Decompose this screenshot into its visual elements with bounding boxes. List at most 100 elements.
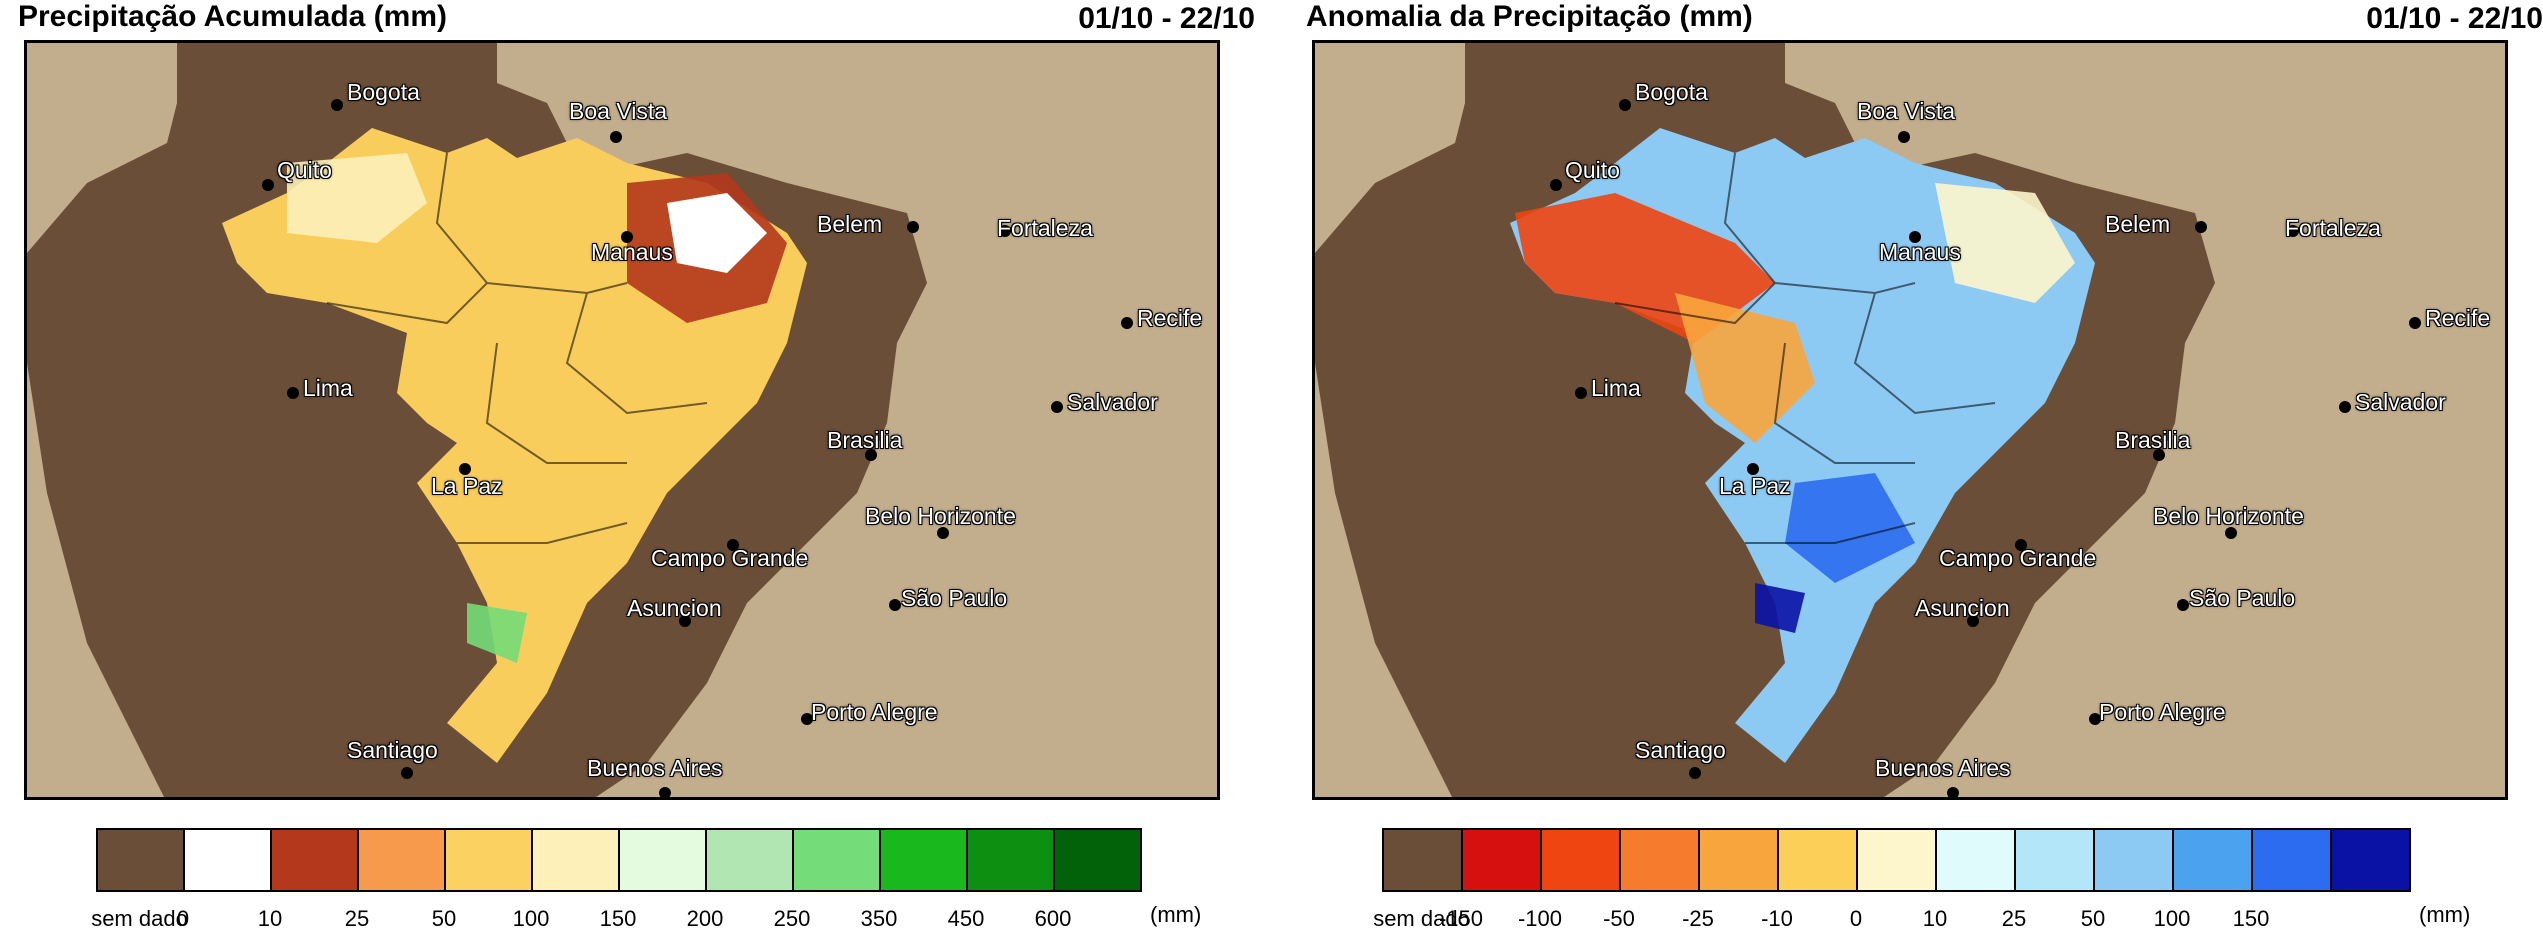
precipitation-map: Bogota Boa Vista Quito Manaus Belem Fort…	[24, 40, 1220, 800]
city-dot-bogota	[331, 99, 343, 111]
legend-tick-label: 10	[257, 906, 283, 931]
city-dot-sao-paulo	[889, 599, 901, 611]
legend-swatch	[792, 828, 881, 892]
city-dot-santiago	[401, 767, 413, 779]
state-borders	[1614, 152, 1996, 544]
city-dot-asuncion	[679, 615, 691, 627]
city-label-brasilia: Brasilia	[2115, 427, 2191, 453]
city-label-campo-grande: Campo Grande	[1939, 545, 2097, 571]
brazil-light-zone	[287, 153, 427, 243]
legend-tick-label: sem dado	[1373, 906, 1470, 931]
legend-swatch	[1619, 828, 1700, 892]
legend-tick-label: 25	[2001, 906, 2027, 931]
city-label-salvador: Salvador	[1067, 389, 1158, 415]
city-label-lima: Lima	[1591, 375, 1641, 401]
city-label-porto-alegre: Porto Alegre	[811, 699, 938, 725]
legend-swatch	[1935, 828, 2016, 892]
city-dot-manaus	[621, 231, 633, 243]
legend-swatch	[2330, 828, 2411, 892]
legend-swatch	[96, 828, 185, 892]
southeast-blue-zone	[1785, 473, 1915, 583]
city-label-manaus: Manaus	[1879, 239, 1961, 265]
legend-tick-label: 450	[947, 906, 985, 931]
city-label-santiago: Santiago	[347, 737, 438, 763]
legend-swatch	[357, 828, 446, 892]
legend-swatch	[2093, 828, 2174, 892]
city-dot-belem	[907, 221, 919, 233]
city-dot-salvador	[1051, 401, 1063, 413]
legend-tick-label: 50	[431, 906, 457, 931]
legend-tick-label: 0	[1849, 906, 1863, 931]
city-dot-recife	[1121, 317, 1133, 329]
city-label-la-paz: La Paz	[1719, 473, 1791, 499]
legend-swatch	[1540, 828, 1621, 892]
legend-tick-label: -25	[1682, 906, 1714, 931]
legend-tick-label: 600	[1034, 906, 1072, 931]
legend-tick-label: 100	[2153, 906, 2191, 931]
city-label-bogota: Bogota	[347, 79, 420, 105]
city-dot-lima	[287, 387, 299, 399]
brazil-green-zone	[467, 603, 527, 663]
city-label-buenos-aires: Buenos Aires	[587, 755, 723, 781]
legend-tick-label: 10	[1922, 906, 1948, 931]
city-dot-porto-alegre	[801, 713, 813, 725]
legend-unit: (mm)	[2419, 902, 2471, 927]
city-label-manaus: Manaus	[591, 239, 673, 265]
city-label-campo-grande: Campo Grande	[651, 545, 809, 571]
city-dot-fortaleza	[999, 225, 1011, 237]
city-label-sao-paulo: São Paulo	[2189, 585, 2296, 611]
legend-tick-label: 350	[860, 906, 898, 931]
city-dot-campo-grande	[727, 539, 739, 551]
city-label-quito: Quito	[1565, 157, 1620, 183]
city-dot-belo-horizonte	[2225, 527, 2237, 539]
city-dot-recife	[2409, 317, 2421, 329]
city-dot-brasilia	[2153, 449, 2165, 461]
city-dot-salvador	[2339, 401, 2351, 413]
city-label-bogota: Bogota	[1635, 79, 1708, 105]
city-dot-quito	[262, 179, 274, 191]
legend-swatch	[1856, 828, 1937, 892]
city-label-santiago: Santiago	[1635, 737, 1726, 763]
city-dot-campo-grande	[2015, 539, 2027, 551]
city-dot-bogota	[1619, 99, 1631, 111]
city-dot-buenos-aires	[1947, 787, 1959, 797]
city-label-fortaleza: Fortaleza	[2285, 215, 2381, 241]
legend-swatch	[1053, 828, 1142, 892]
city-dot-quito	[1550, 179, 1562, 191]
city-dot-sao-paulo	[2177, 599, 2189, 611]
legend-swatch	[531, 828, 620, 892]
city-label-belem: Belem	[2105, 211, 2171, 237]
legend-swatch	[618, 828, 707, 892]
city-label-belem: Belem	[817, 211, 883, 237]
city-label-asuncion: Asuncion	[627, 595, 722, 621]
city-dot-la-paz	[1747, 463, 1759, 475]
center-orange-zone	[1675, 293, 1815, 443]
legend-swatch	[879, 828, 968, 892]
legend-swatch	[183, 828, 272, 892]
legend-swatch	[270, 828, 359, 892]
legend-tick-label: -100	[1517, 906, 1563, 931]
legend-swatch	[705, 828, 794, 892]
legend-tick-label: sem dado	[91, 906, 188, 931]
panel-date: 01/10 - 22/10	[2366, 2, 2543, 35]
legend-swatch	[1698, 828, 1779, 892]
state-borders	[326, 152, 708, 544]
city-label-fortaleza: Fortaleza	[997, 215, 1093, 241]
legend-tick-label: 150	[2232, 906, 2270, 931]
legend-swatch	[1777, 828, 1858, 892]
city-dot-lima	[1575, 387, 1587, 399]
panel-title: Precipitação Acumulada (mm)	[18, 0, 448, 33]
city-label-lima: Lima	[303, 375, 353, 401]
city-label-brasilia: Brasilia	[827, 427, 903, 453]
map-svg	[27, 43, 927, 797]
city-dot-boa-vista	[610, 131, 622, 143]
city-dot-asuncion	[1967, 615, 1979, 627]
legend-tick-label: 250	[773, 906, 811, 931]
city-label-porto-alegre: Porto Alegre	[2099, 699, 2226, 725]
legend-tick-label: 25	[344, 906, 370, 931]
legend-tick-label: 150	[599, 906, 637, 931]
city-dot-la-paz	[459, 463, 471, 475]
city-label-boa-vista: Boa Vista	[1857, 98, 1956, 124]
city-dot-santiago	[1689, 767, 1701, 779]
precipitation-anomaly-panel: Anomalia da Precipitação (mm) 01/10 - 22…	[1298, 0, 2543, 943]
